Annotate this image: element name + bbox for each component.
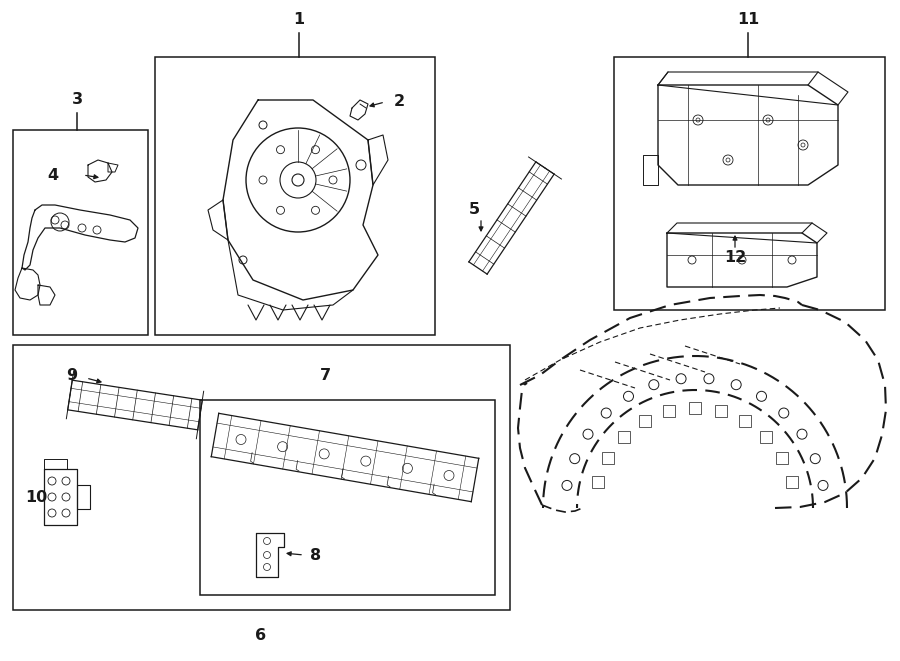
- Bar: [155, 57, 435, 335]
- Bar: [739, 415, 751, 428]
- Bar: [13, 345, 510, 610]
- Bar: [602, 452, 615, 464]
- Bar: [200, 400, 495, 595]
- Text: 1: 1: [293, 13, 304, 28]
- Text: 10: 10: [25, 490, 47, 506]
- Text: 9: 9: [67, 368, 77, 383]
- Text: 11: 11: [737, 13, 759, 28]
- Bar: [689, 402, 701, 414]
- Bar: [618, 431, 630, 444]
- Bar: [776, 452, 788, 464]
- Text: 3: 3: [71, 93, 83, 108]
- Bar: [786, 476, 797, 488]
- Text: 6: 6: [256, 627, 266, 642]
- Text: 12: 12: [724, 251, 746, 266]
- Bar: [663, 405, 675, 417]
- Bar: [614, 57, 885, 310]
- Bar: [13, 130, 148, 335]
- Text: 2: 2: [394, 95, 405, 110]
- Bar: [715, 405, 727, 417]
- Bar: [592, 476, 605, 488]
- Text: 8: 8: [310, 547, 321, 563]
- Text: 4: 4: [47, 167, 58, 182]
- Bar: [639, 415, 651, 428]
- Text: 5: 5: [469, 202, 480, 217]
- Text: 7: 7: [320, 368, 330, 383]
- Bar: [760, 431, 771, 444]
